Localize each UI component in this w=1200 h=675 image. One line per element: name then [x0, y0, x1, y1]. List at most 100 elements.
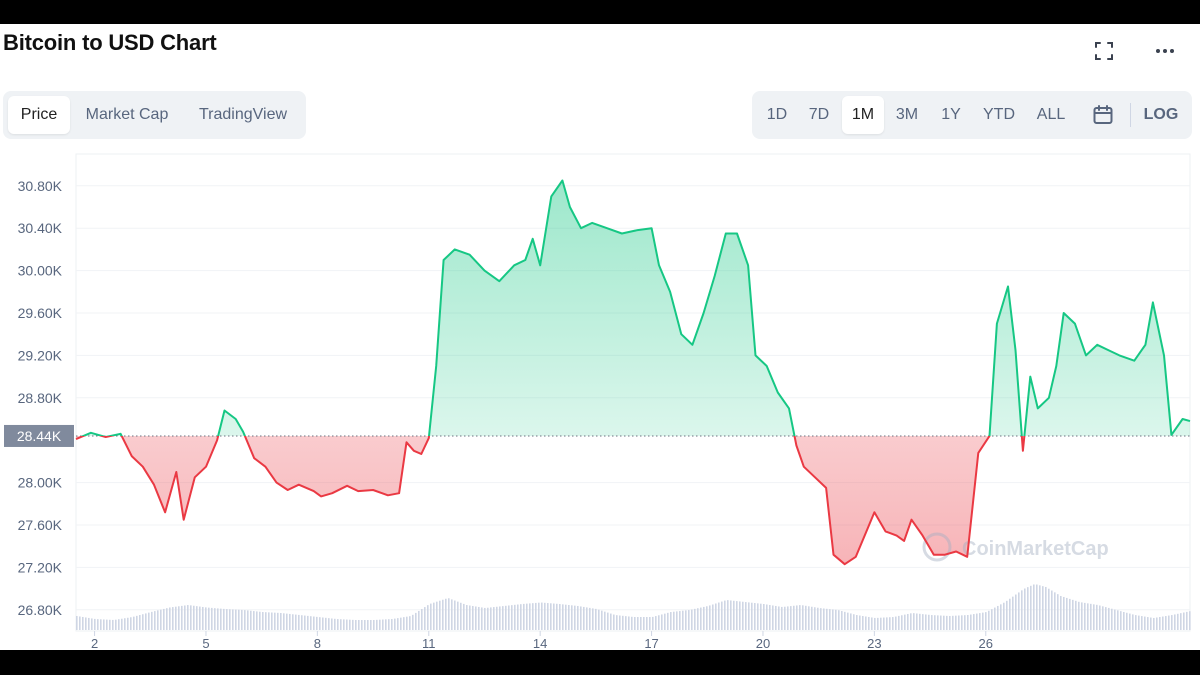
volume-bar	[550, 603, 552, 630]
volume-bar	[427, 605, 429, 630]
volume-bar	[1060, 595, 1062, 630]
volume-bar	[1165, 616, 1167, 630]
volume-bar	[130, 617, 132, 630]
volume-bar	[691, 609, 693, 630]
x-tick-label: 20	[756, 636, 770, 650]
volume-bar	[841, 611, 843, 630]
volume-bar	[922, 614, 924, 630]
volume-bar	[643, 617, 645, 630]
volume-bar	[283, 613, 285, 630]
range-1d[interactable]: 1D	[766, 106, 788, 123]
tab-market-cap[interactable]: Market Cap	[85, 106, 169, 123]
volume-bar	[304, 615, 306, 630]
volume-bar	[1093, 604, 1095, 630]
volume-bar	[610, 613, 612, 630]
volume-bar	[91, 618, 93, 630]
volume-bar	[1051, 590, 1053, 630]
volume-bar	[787, 606, 789, 630]
volume-bar	[1042, 586, 1044, 630]
range-7d[interactable]: 7D	[808, 106, 830, 123]
volume-bar	[295, 614, 297, 630]
volume-bar	[454, 600, 456, 630]
volume-bar	[964, 615, 966, 630]
volume-bar	[874, 617, 876, 630]
volume-bar	[721, 601, 723, 630]
volume-bar	[247, 610, 249, 630]
volume-bar	[745, 602, 747, 630]
volume-bar	[934, 615, 936, 630]
volume-bar	[1015, 594, 1017, 630]
volume-bar	[241, 609, 243, 630]
volume-bar	[898, 615, 900, 630]
log-toggle[interactable]: LOG	[1143, 106, 1179, 123]
volume-bar	[985, 612, 987, 630]
volume-bar	[1063, 596, 1065, 630]
volume-bar	[766, 604, 768, 630]
volume-bar	[931, 615, 933, 630]
volume-bar	[235, 609, 237, 630]
volume-bar	[127, 617, 129, 630]
y-tick-label: 30.40K	[18, 220, 63, 236]
x-tick-label: 5	[202, 636, 209, 650]
range-ytd[interactable]: YTD	[983, 106, 1015, 123]
volume-bar	[949, 615, 951, 630]
volume-bar	[892, 617, 894, 630]
volume-bar	[805, 605, 807, 630]
volume-bar	[1057, 594, 1059, 630]
volume-bar	[1141, 616, 1143, 630]
volume-bar	[451, 599, 453, 630]
volume-bar	[82, 616, 84, 630]
volume-bar	[79, 616, 81, 630]
volume-bar	[832, 609, 834, 630]
volume-bar	[619, 615, 621, 630]
tab-price[interactable]: Price	[8, 96, 70, 134]
volume-bar	[109, 619, 111, 630]
range-1y[interactable]: 1Y	[941, 106, 961, 123]
volume-bar	[799, 605, 801, 630]
more-horizontal-icon[interactable]	[1152, 38, 1178, 64]
volume-bar	[1114, 609, 1116, 630]
volume-bar	[913, 613, 915, 630]
volume-bar	[715, 603, 717, 630]
volume-bar	[733, 600, 735, 630]
volume-bar	[739, 601, 741, 630]
coinmarketcap-watermark: CoinMarketCap	[922, 532, 1109, 562]
volume-bar	[154, 611, 156, 630]
volume-bar	[157, 610, 159, 630]
volume-bar	[328, 618, 330, 630]
volume-bar	[598, 609, 600, 630]
volume-bar	[253, 611, 255, 630]
volume-bar	[1039, 585, 1041, 630]
volume-bar	[541, 602, 543, 630]
volume-bar	[514, 604, 516, 630]
volume-bar	[1171, 615, 1173, 630]
volume-bar	[646, 617, 648, 630]
volume-bar	[802, 605, 804, 630]
range-3m[interactable]: 3M	[895, 106, 919, 123]
baseline-label-bg	[4, 424, 74, 447]
volume-bar	[214, 608, 216, 630]
volume-bar	[487, 607, 489, 630]
volume-bar	[775, 605, 777, 630]
chart-title: Bitcoin to USD Chart	[3, 30, 217, 55]
price-chart: 30.80K 30.40K 30.00K 29.60K 29.20K 28.80K 28.0…	[4, 153, 1191, 650]
volume-bar	[412, 614, 414, 630]
volume-bar	[1189, 611, 1191, 630]
volume-bar	[1090, 603, 1092, 630]
volume-bar	[628, 616, 630, 630]
volume-bar	[220, 608, 222, 630]
calendar-icon[interactable]	[1086, 96, 1120, 134]
volume-bar	[793, 605, 795, 630]
volume-bar	[148, 612, 150, 630]
range-all[interactable]: ALL	[1036, 106, 1066, 123]
volume-bar	[865, 616, 867, 630]
range-1m[interactable]: 1M	[842, 96, 884, 134]
volume-bar	[991, 609, 993, 630]
volume-bar	[280, 612, 282, 630]
volume-bar	[175, 606, 177, 630]
volume-bar	[1018, 592, 1020, 630]
fullscreen-icon[interactable]	[1091, 38, 1117, 64]
tab-tradingview[interactable]: TradingView	[198, 106, 288, 123]
volume-bar	[430, 603, 432, 630]
volume-bar	[322, 617, 324, 630]
